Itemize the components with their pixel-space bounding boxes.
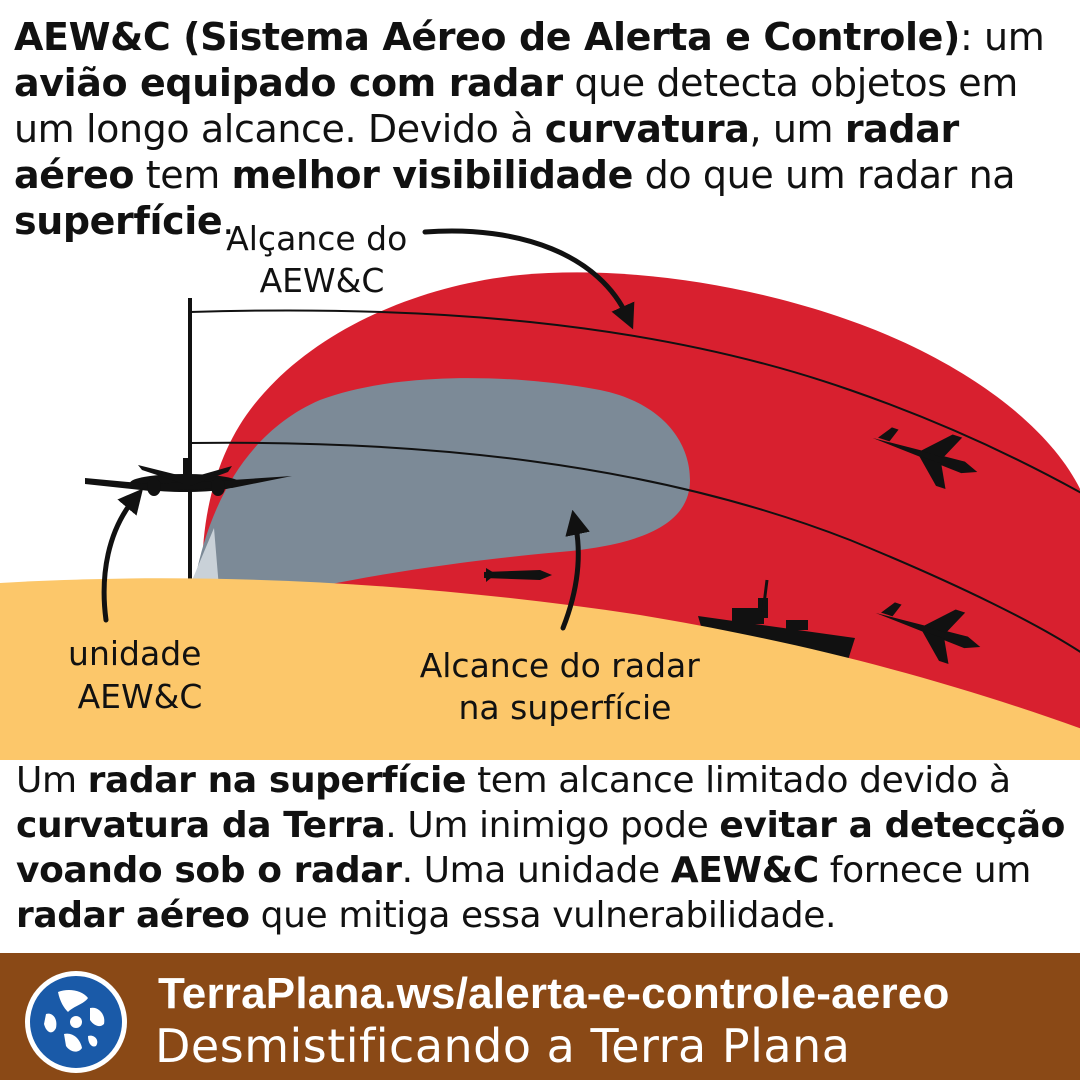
warship-icon <box>698 579 855 660</box>
aewc-unit-arrow <box>101 488 144 623</box>
outro-text: Um radar na superfície tem alcance limit… <box>16 758 1076 938</box>
emphasis-text: avião equipado com radar <box>14 61 563 105</box>
aewc-airplane-icon <box>85 458 292 496</box>
surface-range-label: Alcance do radar na superfície <box>420 646 711 727</box>
surface-range-line <box>189 441 1080 653</box>
emphasis-text: AEW&C (Sistema Aéreo de Alerta e Control… <box>14 15 960 59</box>
site-tagline: Desmistificando a Terra Plana <box>155 1019 851 1073</box>
emphasis-text: melhor visibilidade <box>231 153 634 197</box>
body-text: tem <box>134 153 232 197</box>
body-text: : um <box>959 15 1045 59</box>
footer: TerraPlana.ws/alerta-e-controle-aereo De… <box>0 953 1080 1080</box>
body-text: fornece um <box>818 850 1032 891</box>
emphasis-text: curvatura <box>544 107 750 151</box>
emphasis-text: AEW&C <box>670 850 819 891</box>
aewc-range-arrow <box>422 228 635 330</box>
body-text: , um <box>749 107 845 151</box>
body-text: que mitiga essa vulnerabilidade. <box>249 895 837 936</box>
body-text: . Um inimigo pode <box>385 805 720 846</box>
fighter-jet-icon <box>872 427 978 489</box>
body-text: que detecta objetos em um longo alcance.… <box>14 61 1018 151</box>
body-text: Um <box>16 760 88 801</box>
aewc-unit-label: unidade AEW&C <box>68 634 212 716</box>
surface-radar-zone <box>195 378 690 600</box>
flat-earth-map-icon <box>25 971 127 1073</box>
earth-ground <box>0 578 1080 760</box>
body-text: . <box>222 199 234 243</box>
emphasis-text: superfície <box>14 199 223 243</box>
intro-text: AEW&C (Sistema Aéreo de Alerta e Control… <box>14 14 1074 244</box>
emphasis-text: radar na superfície <box>87 760 467 801</box>
aewc-range-line <box>189 309 1080 494</box>
body-text: tem alcance limitado devido à <box>466 760 1011 801</box>
body-text: . Uma unidade <box>401 850 671 891</box>
aewc-range-label: Alçance do AEW&C <box>226 219 418 300</box>
site-url[interactable]: TerraPlana.ws/alerta-e-controle-aereo <box>158 969 950 1018</box>
emphasis-text: curvatura da Terra <box>16 805 386 846</box>
emphasis-text: radar aéreo <box>14 107 959 197</box>
emphasis-text: radar aéreo <box>16 895 250 936</box>
emphasis-text: evitar a detecção voando sob o radar <box>16 805 1065 891</box>
surface-range-arrow <box>560 509 590 631</box>
body-text: do que um radar na <box>632 153 1016 197</box>
missile-icon <box>484 568 552 582</box>
fighter-jet-icon <box>875 602 981 664</box>
